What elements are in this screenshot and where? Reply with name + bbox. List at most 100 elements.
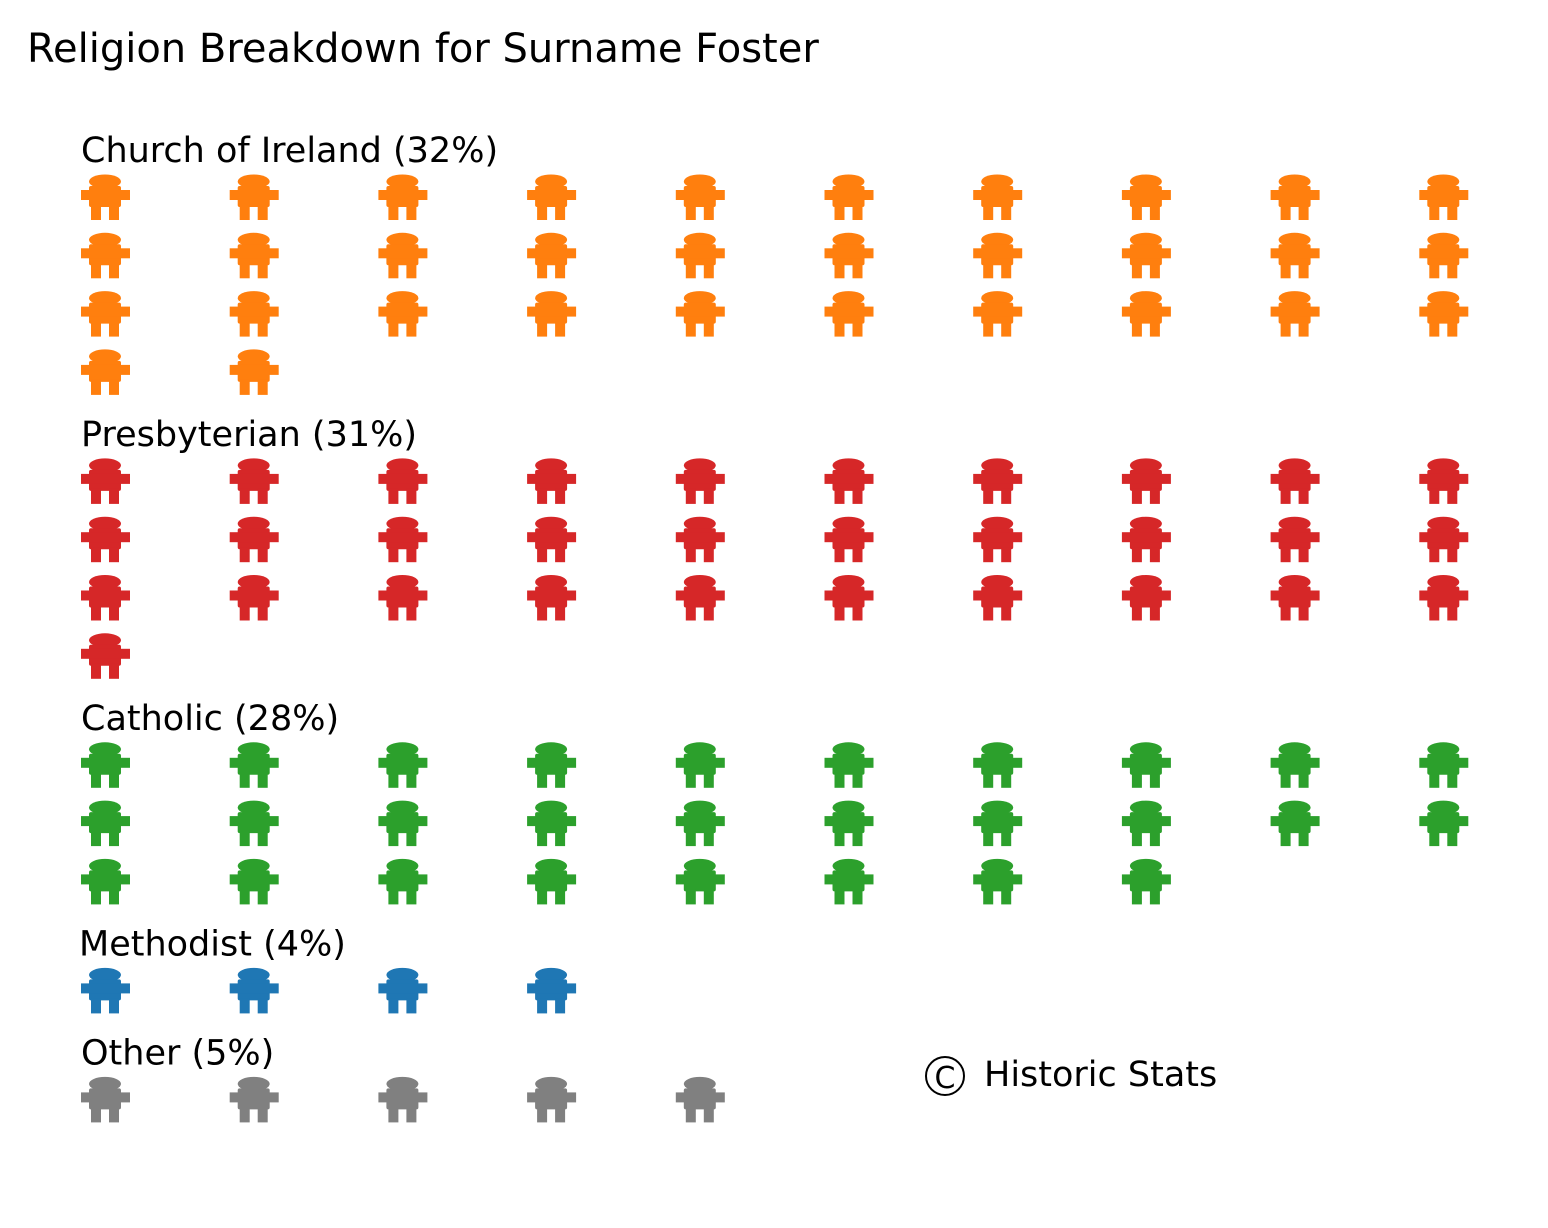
- person-icon: [675, 858, 725, 905]
- person-icon: [675, 174, 725, 220]
- person-icon: [1121, 458, 1171, 504]
- person-icon: [527, 291, 577, 337]
- person-icon: [229, 742, 279, 788]
- person-icon: [973, 291, 1023, 337]
- person-icon: [1270, 174, 1320, 220]
- person-icon: [1419, 174, 1469, 220]
- group-label: Methodist (4%): [79, 924, 346, 964]
- person-icon: [1270, 291, 1320, 337]
- person-icon: [1121, 858, 1171, 905]
- person-icon: [1121, 516, 1171, 563]
- person-icon: [81, 800, 130, 847]
- person-icon: [1121, 742, 1171, 788]
- group-label: Other (5%): [81, 1033, 274, 1073]
- person-icon: [527, 800, 577, 847]
- person-icon: [1121, 232, 1171, 279]
- person-icon: [378, 967, 428, 1014]
- chart-title: Religion Breakdown for Surname Foster: [27, 26, 819, 72]
- person-icon: [675, 742, 725, 788]
- person-icon: [1419, 232, 1469, 279]
- credit: C Historic Stats: [925, 1055, 1217, 1096]
- person-icon: [1121, 174, 1171, 220]
- person-icon: [378, 742, 428, 788]
- person-icon: [81, 575, 130, 621]
- person-icon: [1270, 575, 1320, 621]
- person-icon: [229, 800, 279, 847]
- group-label: Catholic (28%): [81, 699, 339, 739]
- person-icon: [973, 174, 1023, 220]
- person-icon: [824, 232, 874, 279]
- person-icon: [81, 742, 130, 788]
- person-icon: [81, 458, 130, 504]
- person-icon: [973, 575, 1023, 621]
- person-icon: [1419, 742, 1469, 788]
- group-label: Presbyterian (31%): [81, 415, 417, 455]
- person-icon: [229, 174, 279, 220]
- person-icon: [81, 967, 130, 1014]
- person-icon: [1270, 742, 1320, 788]
- person-icon: [229, 458, 279, 504]
- copyright-icon: [925, 1056, 965, 1096]
- person-icon: [378, 458, 428, 504]
- person-icon: [1419, 291, 1469, 337]
- person-icon: [527, 1076, 577, 1123]
- person-icon: [81, 516, 130, 563]
- person-icon: [973, 232, 1023, 279]
- person-icon: [1419, 800, 1469, 847]
- person-icon: [527, 516, 577, 563]
- person-icon: [675, 575, 725, 621]
- person-icon: [1121, 291, 1171, 337]
- person-icon: [81, 633, 130, 679]
- person-icon: [81, 291, 130, 337]
- person-icon: [1419, 516, 1469, 563]
- person-icon: [824, 291, 874, 337]
- person-icon: [378, 800, 428, 847]
- group-other: Other (5%): [81, 1033, 725, 1123]
- person-icon: [824, 742, 874, 788]
- person-icon: [1270, 232, 1320, 279]
- credit-text: Historic Stats: [984, 1055, 1217, 1095]
- person-icon: [81, 1076, 130, 1123]
- person-icon: [973, 858, 1023, 905]
- person-icon: [824, 516, 874, 563]
- person-icon: [527, 174, 577, 220]
- person-icon: [1121, 800, 1171, 847]
- person-icon: [824, 575, 874, 621]
- person-icon: [378, 291, 428, 337]
- person-icon: [675, 291, 725, 337]
- person-icon: [527, 458, 577, 504]
- person-icon: [675, 232, 725, 279]
- person-icon: [1270, 800, 1320, 847]
- person-icon: [378, 1076, 428, 1123]
- person-icon: [527, 232, 577, 279]
- person-icon: [675, 516, 725, 563]
- person-icon: [378, 575, 428, 621]
- person-icon: [973, 742, 1023, 788]
- person-icon: [229, 967, 279, 1014]
- person-icon: [824, 458, 874, 504]
- person-icon: [973, 800, 1023, 847]
- person-icon: [1419, 458, 1469, 504]
- person-icon: [229, 1076, 279, 1123]
- person-icon: [378, 516, 428, 563]
- group-methodist: Methodist (4%): [79, 924, 577, 1014]
- person-icon: [675, 1076, 725, 1123]
- person-icon: [1270, 516, 1320, 563]
- group-presbyterian: Presbyterian (31%): [81, 415, 1469, 679]
- person-icon: [229, 349, 279, 395]
- person-icon: [675, 800, 725, 847]
- person-icon: [1270, 458, 1320, 504]
- person-icon: [229, 858, 279, 905]
- person-icon: [824, 800, 874, 847]
- person-icon: [527, 575, 577, 621]
- group-church-of-ireland: Church of Ireland (32%): [81, 131, 1469, 395]
- person-icon: [378, 232, 428, 279]
- person-icon: [527, 742, 577, 788]
- group-label: Church of Ireland (32%): [81, 131, 498, 171]
- person-icon: [1121, 575, 1171, 621]
- person-icon: [81, 858, 130, 905]
- person-icon: [229, 575, 279, 621]
- person-icon: [824, 174, 874, 220]
- person-icon: [229, 291, 279, 337]
